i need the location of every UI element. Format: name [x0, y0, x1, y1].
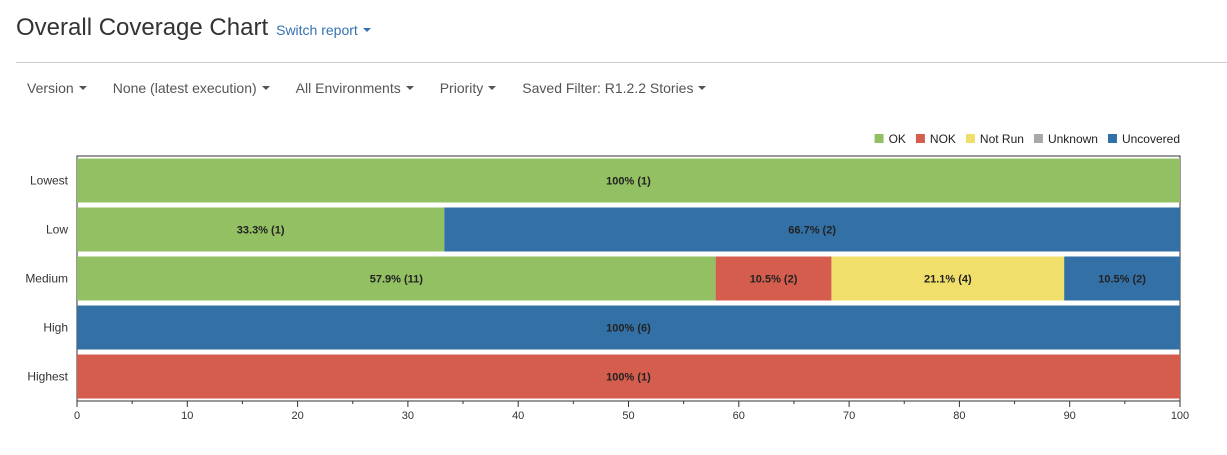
legend-label: NOK: [930, 132, 956, 146]
priority-filter-label: Priority: [439, 80, 484, 96]
x-tick-label: 50: [622, 410, 634, 422]
bar-segment[interactable]: [1064, 256, 1180, 301]
legend-swatch: [874, 134, 884, 143]
data-label: 100% (6): [606, 323, 651, 335]
switch-report-label: Switch report: [276, 22, 358, 38]
bar-segment[interactable]: [831, 256, 1065, 301]
legend-swatch: [915, 134, 925, 143]
legend-swatch: [1033, 134, 1043, 143]
x-tick-label: 30: [402, 410, 414, 422]
x-tick-label: 0: [74, 410, 80, 422]
version-filter-dropdown[interactable]: Version: [27, 80, 87, 96]
saved-filter-dropdown[interactable]: Saved Filter: R1.2.2 Stories: [522, 80, 707, 96]
execution-filter-label: None (latest execution): [112, 80, 257, 96]
environment-filter-dropdown[interactable]: All Environments: [296, 80, 414, 96]
legend-label: Not Run: [980, 132, 1024, 146]
data-label: 66.7% (2): [788, 225, 836, 237]
x-tick-label: 90: [1064, 410, 1076, 422]
x-tick-label: 70: [843, 410, 855, 422]
x-tick-label: 80: [953, 410, 965, 422]
legend-swatch: [965, 134, 975, 143]
data-label: 100% (1): [606, 176, 651, 188]
chevron-down-icon: [362, 28, 371, 32]
page-header: Overall Coverage Chart Switch report: [16, 14, 371, 42]
bar-segment[interactable]: [77, 305, 1180, 350]
chevron-down-icon: [261, 86, 270, 90]
data-label: 10.5% (2): [750, 274, 798, 286]
legend-label: Unknown: [1048, 132, 1098, 146]
category-label: High: [43, 321, 68, 335]
data-label: 100% (1): [606, 372, 651, 384]
priority-filter-dropdown[interactable]: Priority: [440, 80, 497, 96]
header-divider: [16, 62, 1227, 63]
data-label: 21.1% (4): [924, 274, 972, 286]
category-label: Low: [46, 223, 68, 237]
category-label: Lowest: [30, 174, 69, 188]
x-tick-label: 20: [291, 410, 303, 422]
x-tick-label: 10: [181, 410, 193, 422]
saved-filter-label: Saved Filter: R1.2.2 Stories: [522, 80, 694, 96]
data-label: 57.9% (11): [370, 274, 424, 286]
category-label: Highest: [27, 370, 68, 384]
bar-segment[interactable]: [77, 207, 445, 252]
bar-segment[interactable]: [444, 207, 1180, 252]
x-tick-label: 40: [512, 410, 524, 422]
bar-segment[interactable]: [77, 256, 716, 301]
legend-label: Uncovered: [1122, 132, 1180, 146]
environment-filter-label: All Environments: [295, 80, 401, 96]
chevron-down-icon: [78, 86, 87, 90]
version-filter-label: Version: [27, 80, 74, 96]
bar-segment[interactable]: [77, 354, 1180, 399]
execution-filter-dropdown[interactable]: None (latest execution): [113, 80, 270, 96]
bar-segment[interactable]: [715, 256, 832, 301]
x-tick-label: 60: [733, 410, 745, 422]
data-label: 33.3% (1): [237, 225, 285, 237]
chevron-down-icon: [488, 86, 497, 90]
bar-segment[interactable]: [77, 158, 1180, 203]
page-title: Overall Coverage Chart: [16, 14, 269, 41]
data-label: 10.5% (2): [1098, 274, 1146, 286]
filter-bar: Version None (latest execution) All Envi…: [27, 80, 732, 96]
legend-label: OK: [889, 132, 906, 146]
chevron-down-icon: [698, 86, 707, 90]
category-label: Medium: [25, 272, 68, 286]
chevron-down-icon: [405, 86, 414, 90]
x-tick-label: 100: [1171, 410, 1189, 422]
switch-report-button[interactable]: Switch report: [276, 22, 371, 38]
legend-swatch: [1107, 134, 1117, 143]
